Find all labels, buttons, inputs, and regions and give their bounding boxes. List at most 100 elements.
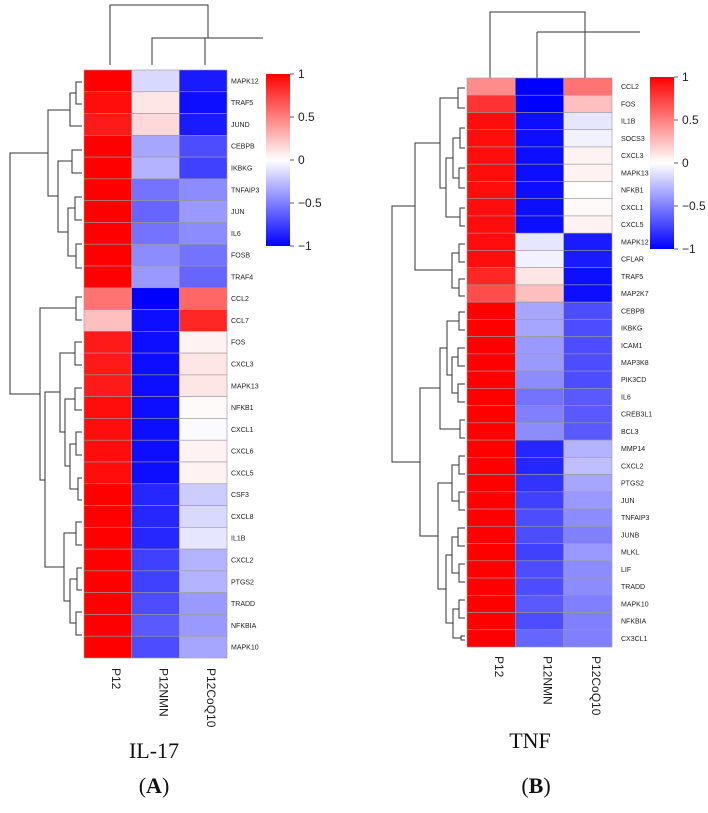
heatmap-cell [563,508,613,527]
heatmap-cell [515,129,564,148]
colorbar-ticks-a: 1 0.5 0 −0.5 −1 [290,67,322,253]
row-label: TRAF4 [231,274,253,281]
heatmap-cell [466,474,516,493]
heatmap-cell [131,69,180,93]
row-label: CEBPB [231,144,255,151]
row-label: MAPK13 [231,383,259,390]
heatmap-cell [515,319,564,337]
heatmap-cell [515,491,564,510]
column-label: P12NMN [541,656,555,705]
colorbar-tick-label: −1 [298,239,312,253]
heatmap-cell [563,370,613,389]
row-label: FOS [231,340,246,347]
heatmap-cell [563,474,613,493]
heatmap-cell [466,508,516,527]
heatmap-cell [83,483,132,506]
row-label: NFKB1 [621,188,644,195]
heatmap-cell [83,505,132,528]
row-label: PIK3CD [621,377,646,384]
heatmap-cell [563,388,613,406]
row-label: ICAM1 [621,343,643,350]
heatmap-cell [83,461,132,485]
heatmap-cell [179,222,228,245]
row-label: IL1B [231,536,246,543]
heatmap-cell [515,543,564,562]
heatmap-cell [563,336,613,355]
heatmap-cell [466,198,516,217]
heatmap-cell [515,577,564,596]
heatmap-cell [515,146,564,165]
heatmap-cell [563,198,613,217]
heatmap-cell [563,560,613,579]
heatmap-cell [466,594,516,613]
heatmap-cell [466,422,516,441]
heatmap-cell [466,301,516,320]
heatmap-cell [179,635,228,659]
heatmap-cell [515,508,564,527]
heatmap-cell [83,243,132,267]
heatmap-cell [515,267,564,286]
heatmap-cell [563,163,613,182]
column-label: P12 [109,668,123,690]
heatmap-cell [466,543,516,562]
heatmap-cell [515,181,564,199]
heatmap-cell [131,592,180,615]
heatmap-cell [131,113,180,136]
heatmap-cell [515,560,564,579]
heatmap-cell [563,439,613,458]
heatmap-cell [131,287,180,310]
heatmap-cell [563,129,613,148]
heatmap-cell [179,309,228,332]
heatmap-cell [515,629,564,648]
row-labels-b: CCL2 FOS IL1B SOCS3 CXCL3 MAPK13 NFKB1 CXCL1 CXC… [621,84,652,643]
row-label: MAP3K8 [621,360,649,367]
heatmap-cell [466,612,516,631]
row-label: MAP2K7 [621,291,649,298]
heatmap-cell [83,374,132,397]
row-label: TRADD [231,601,255,608]
column-label: P12CoQ10 [204,668,218,728]
column-label: P12CoQ10 [589,656,603,716]
heatmap-cell [466,439,516,458]
heatmap-cell [179,331,228,354]
heatmap-cell [131,222,180,245]
row-label: IL1B [621,119,636,126]
heatmap-cell [515,525,564,544]
colorbar-ticks-b: 1 0.5 0 −0.5 −1 [674,70,706,256]
heatmap-cell [131,265,180,289]
row-label: MAPK12 [621,239,649,246]
row-label: NFKBIA [621,619,647,626]
heatmap-cell [179,374,228,397]
heatmap-cell [83,287,132,310]
heatmap-cell [563,491,613,510]
heatmap-cell [563,301,613,320]
heatmap-cell [466,181,516,199]
heatmap-cell [563,267,613,286]
heatmap-cell [179,178,228,201]
heatmap-cell [179,505,228,528]
heatmap-cell [83,309,132,332]
heatmap-cell [515,77,564,96]
heatmap-cell [466,370,516,389]
colorbar-gradient-b [650,77,674,249]
heatmap-cell [131,352,180,376]
heatmap-cell [131,396,180,419]
panel-title-b: TNF [509,728,551,753]
heatmap-cell [83,352,132,376]
heatmap-panel-a: MAPK12 TRAF5 JUND CEBPB IKBKG TNFAIP3 JUN IL6 FO… [9,4,322,798]
colorbar-tick-label: 0 [298,153,305,167]
heatmap-cell [515,612,564,631]
row-label: CXCL2 [231,558,254,565]
row-label: JUND [231,122,250,129]
row-label: CXCL3 [231,362,254,369]
colorbar-gradient-a [266,74,290,246]
heatmap-cell [515,232,564,251]
heatmap-cell [563,543,613,562]
heatmap-cell [83,200,132,223]
heatmap-cell [179,156,228,180]
row-label: JUNB [621,532,640,539]
heatmap-cell [466,405,516,424]
heatmap-cell [466,250,516,268]
panel-letter-b: (B) [521,773,550,798]
heatmap-cell [466,457,516,475]
